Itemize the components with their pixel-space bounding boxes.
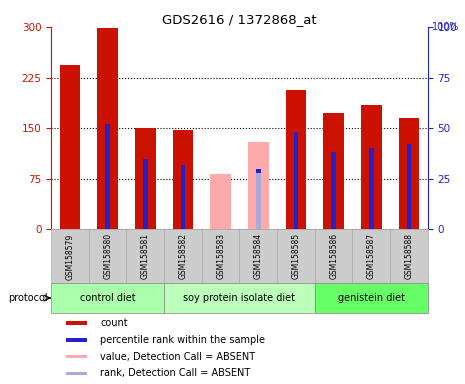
Bar (332, 152, 336, 229)
Bar (390, 229, 428, 283)
Bar (164, 283, 315, 313)
Bar (256, 169, 260, 229)
Text: GSM158583: GSM158583 (216, 233, 225, 280)
Text: GSM158586: GSM158586 (329, 233, 338, 280)
Text: GSM158585: GSM158585 (292, 233, 300, 280)
Bar (248, 142, 269, 229)
Bar (210, 174, 231, 229)
Bar (239, 229, 277, 283)
Bar (256, 173, 260, 229)
Bar (399, 118, 419, 229)
Text: 100%: 100% (432, 22, 459, 32)
Text: value, Detection Call = ABSENT: value, Detection Call = ABSENT (100, 351, 255, 361)
Text: GSM158588: GSM158588 (405, 233, 413, 280)
Text: GSM158584: GSM158584 (254, 233, 263, 280)
Text: count: count (100, 318, 128, 328)
Bar (286, 89, 306, 229)
Text: GSM158587: GSM158587 (367, 233, 376, 280)
Bar (51, 283, 164, 313)
Text: genistein diet: genistein diet (338, 293, 405, 303)
Bar (106, 124, 110, 229)
Text: GSM158579: GSM158579 (66, 233, 74, 280)
Bar (89, 229, 126, 283)
Bar (173, 130, 193, 229)
Bar (352, 229, 390, 283)
Bar (323, 113, 344, 229)
Text: GSM158582: GSM158582 (179, 233, 187, 280)
Text: GSM158580: GSM158580 (103, 233, 112, 280)
Text: control diet: control diet (80, 293, 135, 303)
Bar (143, 159, 147, 229)
Bar (361, 104, 382, 229)
Bar (407, 144, 411, 229)
Text: protocol: protocol (8, 293, 48, 303)
Bar (277, 229, 315, 283)
Bar (135, 128, 156, 229)
Bar (126, 229, 164, 283)
Bar (51, 229, 89, 283)
Title: GDS2616 / 1372868_at: GDS2616 / 1372868_at (162, 13, 317, 26)
Bar (66, 372, 87, 375)
Text: percentile rank within the sample: percentile rank within the sample (100, 335, 265, 345)
Text: GSM158581: GSM158581 (141, 233, 150, 280)
Bar (315, 283, 428, 313)
Bar (66, 355, 87, 358)
Bar (315, 229, 352, 283)
Bar (164, 229, 202, 283)
Bar (66, 338, 87, 341)
Bar (369, 148, 373, 229)
Text: soy protein isolate diet: soy protein isolate diet (184, 293, 295, 303)
Bar (60, 65, 80, 229)
Bar (181, 165, 185, 229)
Bar (97, 28, 118, 229)
Bar (66, 321, 87, 324)
Text: rank, Detection Call = ABSENT: rank, Detection Call = ABSENT (100, 368, 250, 378)
Bar (202, 229, 239, 283)
Bar (294, 132, 298, 229)
